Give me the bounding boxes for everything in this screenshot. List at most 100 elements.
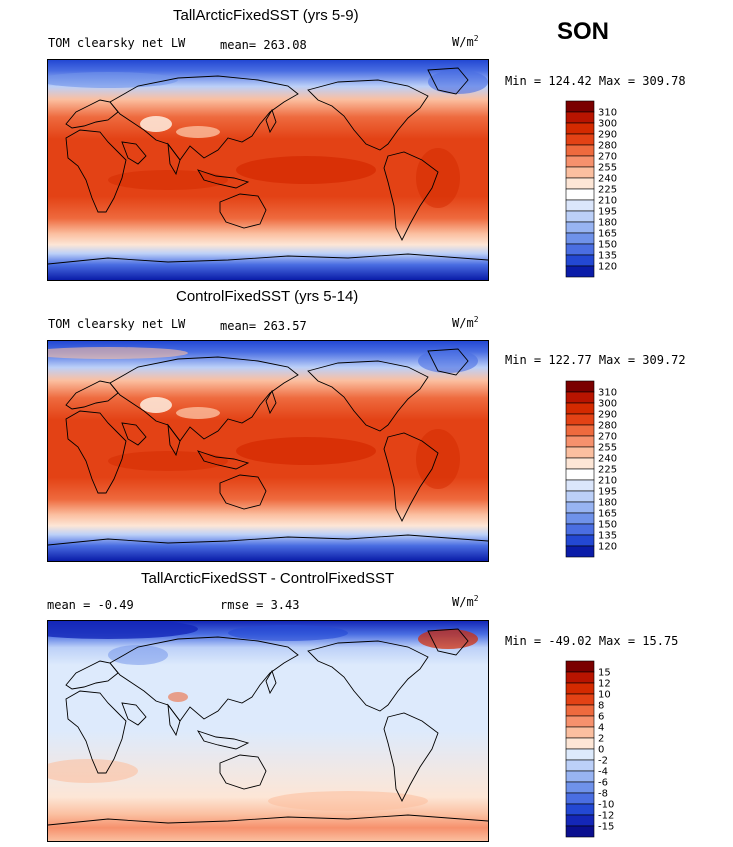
panel2-minmax: Min = 122.77 Max = 309.72 xyxy=(505,353,686,367)
panel2-colorbar-swatch xyxy=(565,534,595,547)
panel2-colorbar-tick-label: 210 xyxy=(598,476,617,487)
panel2-colorbar-swatch xyxy=(565,413,595,426)
panel2-colorbar-swatch xyxy=(565,523,595,536)
panel1-colorbar-tick-label: 165 xyxy=(598,229,617,240)
panel3-colorbar-tick-label: -10 xyxy=(598,800,614,811)
panel3-colorbar-swatch xyxy=(565,737,595,750)
panel3-units: W/m2 xyxy=(452,594,479,609)
panel1-colorbar-tick-label: 240 xyxy=(598,174,617,185)
panel1-colorbar-swatch xyxy=(565,265,595,278)
panel1-colorbar-tick-label: 300 xyxy=(598,119,617,130)
panel3-colorbar-tick-label: -8 xyxy=(598,789,608,800)
panel1-variable-label: TOM clearsky net LW xyxy=(48,36,186,50)
panel1-colorbar-swatch xyxy=(565,232,595,245)
panel2-colorbar-tick-label: 135 xyxy=(598,531,617,542)
panel2-colorbar-swatch xyxy=(565,457,595,470)
season-label: SON xyxy=(557,18,610,45)
panel1-colorbar-tick-label: 180 xyxy=(598,218,617,229)
panel3-map xyxy=(47,620,489,842)
panel2-colorbar-swatch xyxy=(565,479,595,492)
panel3-colorbar-swatch xyxy=(565,671,595,684)
panel3-colorbar-tick-label: 10 xyxy=(598,690,611,701)
panel2-colorbar-swatch xyxy=(565,512,595,525)
panel2-colorbar-swatch xyxy=(565,468,595,481)
panel3-colorbar-swatch xyxy=(565,759,595,772)
panel3-colorbar-swatch xyxy=(565,825,595,838)
panel1-minmax: Min = 124.42 Max = 309.78 xyxy=(505,74,686,88)
panel2-colorbar-swatch xyxy=(565,391,595,404)
panel2-colorbar-tick-label: 270 xyxy=(598,432,617,443)
panel3-mean-label: mean = -0.49 xyxy=(47,598,134,612)
panel2-map xyxy=(47,340,489,562)
panel3-colorbar-swatch xyxy=(565,792,595,805)
panel1-map xyxy=(47,59,489,281)
panel1-colorbar: 310 300 290 280 270 255 240 225 210 195 180 165 150 1… xyxy=(565,100,636,278)
panel3-colorbar-tick-label: 15 xyxy=(598,668,611,679)
panel2-colorbar-tick-label: 300 xyxy=(598,399,617,410)
panel1-colorbar-swatch xyxy=(565,133,595,146)
panel2-colorbar-tick-label: 290 xyxy=(598,410,617,421)
panel3-colorbar-tick-label: -2 xyxy=(598,756,608,767)
panel2-title: ControlFixedSST (yrs 5-14) xyxy=(176,288,359,305)
panel1-colorbar-tick-label: 195 xyxy=(598,207,617,218)
panel1-colorbar-swatch xyxy=(565,221,595,234)
panel2-units: W/m2 xyxy=(452,315,479,330)
panel2-colorbar-tick-label: 195 xyxy=(598,487,617,498)
panel2-colorbar-tick-label: 310 xyxy=(598,388,617,399)
panel1-colorbar-tick-label: 120 xyxy=(598,262,617,273)
panel3-colorbar-swatch xyxy=(565,770,595,783)
panel2-colorbar-swatch xyxy=(565,424,595,437)
panel1-colorbar-swatch xyxy=(565,144,595,157)
panel2-colorbar-swatch xyxy=(565,545,595,558)
panel3-colorbar-swatch xyxy=(565,726,595,739)
panel1-colorbar-tick-label: 150 xyxy=(598,240,617,251)
panel1-colorbar-tick-label: 290 xyxy=(598,130,617,141)
panel1-colorbar-swatch xyxy=(565,122,595,135)
panel1-colorbar-swatch xyxy=(565,243,595,256)
panel1-colorbar-tick-label: 255 xyxy=(598,163,617,174)
panel2-mean-label: mean= 263.57 xyxy=(220,319,307,333)
panel1-colorbar-swatch xyxy=(565,155,595,168)
panel3-colorbar-tick-label: -6 xyxy=(598,778,608,789)
panel2-colorbar-tick-label: 165 xyxy=(598,509,617,520)
panel2-colorbar-swatch xyxy=(565,402,595,415)
panel3-colorbar-tick-label: 8 xyxy=(598,701,604,712)
panel3-colorbar-tick-label: 2 xyxy=(598,734,604,745)
panel3-title: TallArcticFixedSST - ControlFixedSST xyxy=(141,570,395,587)
panel3-colorbar-tick-label: 4 xyxy=(598,723,604,734)
panel1-colorbar-swatch xyxy=(565,210,595,223)
panel2-colorbar-swatch xyxy=(565,435,595,448)
panel1-mean-label: mean= 263.08 xyxy=(220,38,307,52)
panel1-colorbar-swatch xyxy=(565,188,595,201)
panel1-colorbar-swatch xyxy=(565,111,595,124)
panel3-colorbar-swatch xyxy=(565,814,595,827)
panel3-colorbar-swatch xyxy=(565,660,595,673)
panel3-colorbar-tick-label: -4 xyxy=(598,767,608,778)
panel2-colorbar-tick-label: 180 xyxy=(598,498,617,509)
panel1-title: TallArcticFixedSST (yrs 5-9) xyxy=(173,7,359,24)
panel2-colorbar-tick-label: 280 xyxy=(598,421,617,432)
panel2-colorbar: 310 300 290 280 270 255 240 225 210 195 180 165 150 1… xyxy=(565,380,636,558)
panel3-colorbar-tick-label: -12 xyxy=(598,811,614,822)
panel3-colorbar-tick-label: 0 xyxy=(598,745,604,756)
panel1-colorbar-tick-label: 135 xyxy=(598,251,617,262)
panel2-colorbar-tick-label: 225 xyxy=(598,465,617,476)
panel3-colorbar-swatch xyxy=(565,715,595,728)
panel3-colorbar-tick-label: 6 xyxy=(598,712,604,723)
panel3-colorbar-tick-label: 12 xyxy=(598,679,611,690)
panel2-colorbar-swatch xyxy=(565,501,595,514)
panel1-colorbar-tick-label: 225 xyxy=(598,185,617,196)
panel1-colorbar-swatch xyxy=(565,177,595,190)
panel2-colorbar-swatch xyxy=(565,490,595,503)
panel1-colorbar-swatch xyxy=(565,166,595,179)
panel3-minmax: Min = -49.02 Max = 15.75 xyxy=(505,634,679,648)
panel2-variable-label: TOM clearsky net LW xyxy=(48,317,186,331)
panel3-colorbar: 15 12 10 8 6 4 2 0 -2 -4 -6 -8 -10 -12 -15 xyxy=(565,660,636,838)
panel3-colorbar-swatch xyxy=(565,682,595,695)
panel3-colorbar-swatch xyxy=(565,781,595,794)
panel3-rmse-label: rmse = 3.43 xyxy=(220,598,300,612)
panel1-colorbar-swatch xyxy=(565,254,595,267)
panel1-colorbar-tick-label: 210 xyxy=(598,196,617,207)
panel3-colorbar-swatch xyxy=(565,803,595,816)
panel2-colorbar-swatch xyxy=(565,380,595,393)
